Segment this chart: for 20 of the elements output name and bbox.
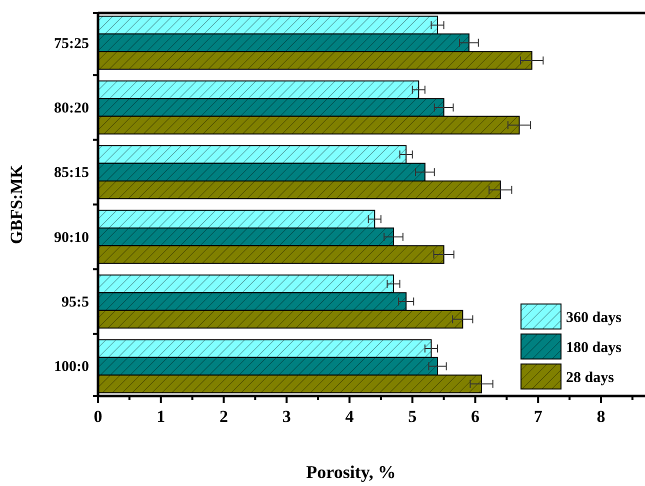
y-tick-label: 75:25	[54, 36, 89, 52]
y-tick-label: 95:5	[62, 294, 89, 311]
y-tick-label: 85:15	[54, 165, 89, 182]
y-tick-label: 90:10	[54, 230, 89, 246]
legend-label: 360 days	[566, 310, 622, 326]
x-tick-label: 8	[596, 407, 606, 426]
x-tick-label: 1	[156, 407, 166, 426]
legend-label: 180 days	[566, 340, 622, 356]
x-tick-label: 6	[470, 407, 480, 426]
x-tick-label: 4	[345, 407, 354, 426]
x-tick-label: 5	[408, 407, 417, 426]
y-tick-label: 100:0	[54, 359, 89, 376]
y-tick-label: 80:20	[54, 100, 89, 116]
x-tick-label: 3	[282, 407, 291, 426]
legend-label: 28 days	[566, 370, 614, 386]
y-axis-title: GBFS:MK	[7, 164, 26, 244]
x-tick-label: 2	[219, 407, 228, 426]
x-tick-label: 0	[94, 407, 102, 426]
x-axis-title: Porosity, %	[306, 462, 396, 482]
x-tick-label: 7	[534, 407, 543, 426]
